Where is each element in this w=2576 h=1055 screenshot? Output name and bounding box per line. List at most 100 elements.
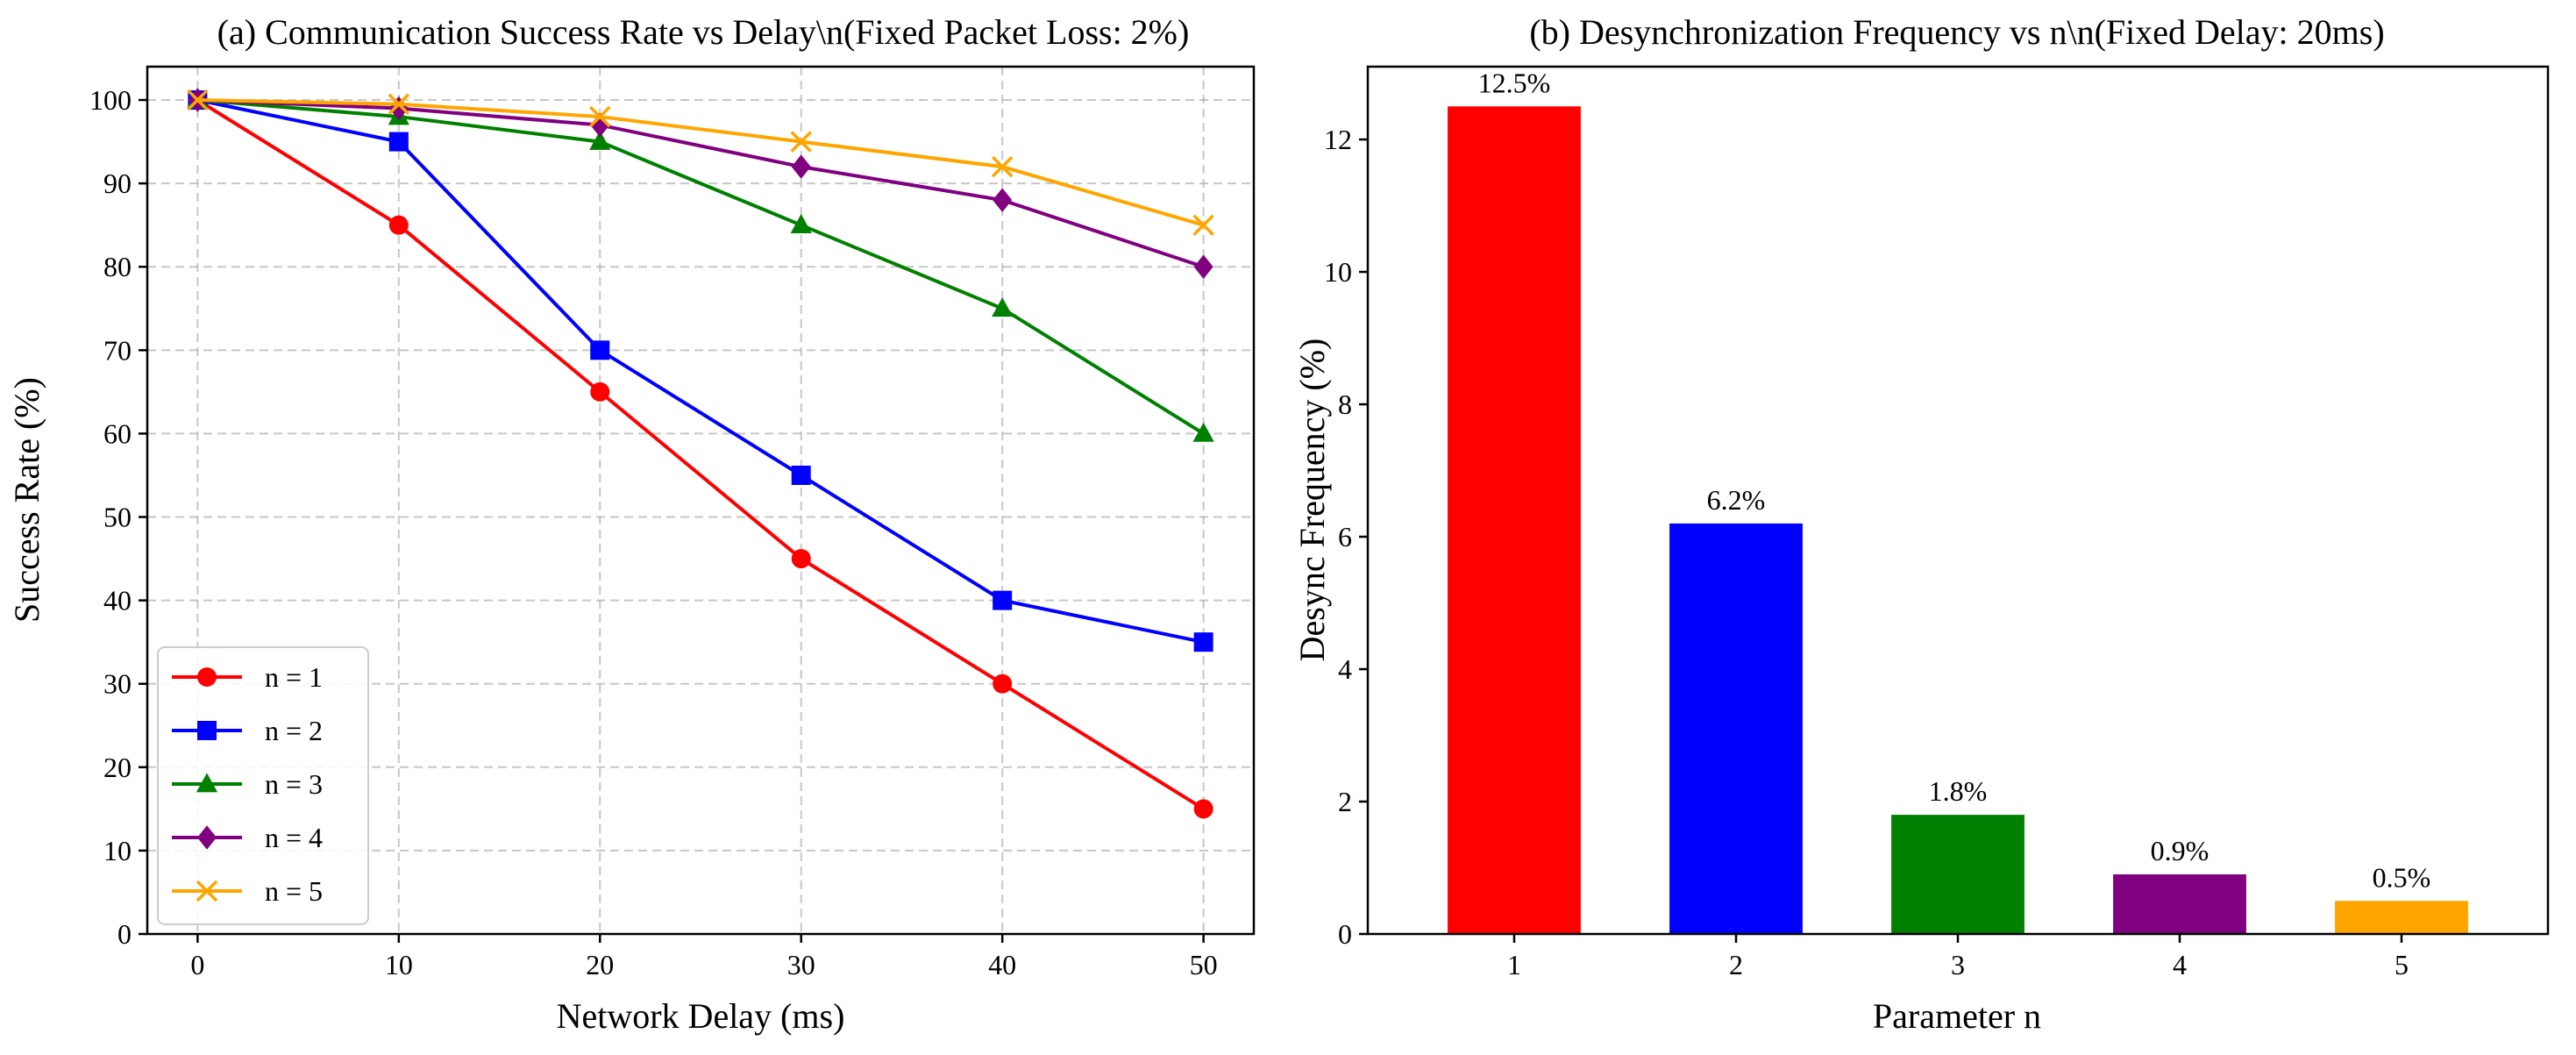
x-tick-label: 40 (988, 949, 1016, 980)
y-tick-label: 70 (103, 334, 132, 366)
data-point (791, 465, 811, 485)
bar-chart-data-labels: 12.5% 6.2% 1.8% 0.9% 0.5% (1478, 67, 2431, 893)
y-tick-label: 0 (117, 918, 132, 950)
y-tick-label: 60 (103, 417, 132, 449)
data-point (1192, 422, 1214, 442)
series-4 (188, 88, 1213, 279)
bar-chart-y-axis-label: Desync Frequency (%) (1292, 339, 1332, 662)
data-point (590, 381, 610, 402)
bar-data-label: 0.5% (2373, 861, 2431, 893)
legend-marker (196, 880, 218, 902)
x-tick-label: 2 (1729, 949, 1743, 980)
data-point (791, 549, 811, 569)
legend-label: n = 1 (265, 661, 323, 693)
line-chart-x-axis-label: Network Delay (ms) (557, 996, 845, 1036)
data-point (790, 131, 812, 153)
legend-marker (197, 721, 217, 740)
y-tick-label: 80 (103, 251, 132, 282)
series-5 (187, 89, 1214, 236)
bar-data-label: 6.2% (1707, 484, 1766, 516)
y-tick-label: 8 (1338, 388, 1352, 420)
line-chart-series (187, 88, 1214, 819)
legend-label: n = 4 (265, 822, 323, 853)
data-point (993, 590, 1013, 610)
legend-frame (157, 646, 369, 925)
y-tick-label: 4 (1338, 653, 1352, 685)
data-point (992, 297, 1014, 317)
x-tick-label: 20 (586, 949, 614, 980)
x-tick-label: 1 (1507, 949, 1521, 980)
x-tick-label: 4 (2173, 949, 2187, 980)
data-point (1193, 632, 1213, 652)
legend-label: n = 2 (265, 715, 323, 746)
bar (1891, 815, 2025, 934)
y-tick-label: 100 (89, 84, 132, 116)
line-chart-panel: (a) Communication Success Rate vs Delay\… (7, 12, 1256, 1036)
bar (2335, 901, 2468, 934)
y-tick-label: 50 (103, 502, 132, 533)
data-point (388, 132, 409, 152)
bar-chart-title: (b) Desynchronization Frequency vs n\n(F… (1529, 12, 2384, 52)
bar (1448, 106, 1581, 934)
x-tick-label: 10 (385, 949, 413, 980)
y-tick-label: 6 (1338, 521, 1352, 552)
data-point (991, 155, 1014, 178)
legend-item: n = 2 (172, 715, 323, 746)
x-tick-label: 0 (190, 949, 204, 980)
bar-data-label: 0.9% (2151, 835, 2210, 866)
legend-item: n = 4 (172, 822, 323, 853)
data-point (1193, 254, 1213, 279)
y-tick-label: 0 (1338, 918, 1352, 950)
bar-chart-panel: (b) Desynchronization Frequency vs n\n(F… (1292, 12, 2550, 1036)
x-tick-label: 5 (2395, 949, 2409, 980)
y-tick-label: 30 (103, 668, 132, 700)
series-line (197, 98, 1205, 269)
legend-label: n = 5 (265, 875, 323, 907)
legend-marker (197, 667, 217, 687)
series-line (197, 98, 1205, 227)
data-point (590, 340, 610, 360)
data-point (791, 154, 811, 179)
legend-marker (197, 825, 217, 850)
data-point (187, 89, 209, 111)
legend-marker (196, 773, 218, 793)
y-tick-label: 90 (103, 168, 132, 199)
bar (2113, 874, 2246, 934)
y-tick-label: 20 (103, 752, 132, 783)
data-point (589, 105, 611, 128)
legend-item: n = 1 (172, 661, 323, 693)
data-point (589, 130, 611, 150)
series-3 (187, 89, 1214, 442)
x-tick-label: 50 (1190, 949, 1218, 980)
y-tick-label: 10 (1324, 256, 1352, 288)
legend-item: n = 5 (172, 875, 323, 907)
bar-chart-bars (1448, 106, 2468, 934)
bar (1669, 523, 1803, 934)
bar-chart-x-axis-label: Parameter n (1873, 996, 2041, 1036)
data-point (388, 96, 409, 121)
line-chart-ticks: 0 10 20 30 40 50 0 10 20 30 40 50 60 70 80 90 100 (89, 84, 1218, 980)
bar-data-label: 1.8% (1929, 775, 1988, 807)
line-chart-y-axis-label: Success Rate (%) (7, 377, 46, 623)
data-point (1193, 799, 1213, 819)
line-chart-plot-frame (146, 65, 1256, 936)
series-line (196, 98, 1205, 811)
bar-data-label: 12.5% (1478, 67, 1551, 98)
x-tick-label: 30 (787, 949, 815, 980)
y-tick-label: 10 (103, 835, 132, 866)
y-tick-label: 12 (1324, 124, 1352, 155)
legend-label: n = 3 (265, 768, 323, 800)
data-point (1192, 214, 1214, 236)
y-tick-label: 2 (1338, 786, 1352, 817)
data-point (388, 215, 409, 235)
line-chart-title: (a) Communication Success Rate vs Delay\… (217, 12, 1190, 52)
line-chart-legend: n = 1 n = 2 n = 3 n = 4 n = 5 (157, 646, 369, 925)
data-point (790, 214, 812, 234)
legend-items: n = 1 n = 2 n = 3 n = 4 n = 5 (172, 661, 323, 907)
series-line (197, 98, 1205, 436)
y-tick-label: 40 (103, 585, 132, 617)
data-point (388, 93, 410, 116)
data-point (993, 674, 1013, 694)
